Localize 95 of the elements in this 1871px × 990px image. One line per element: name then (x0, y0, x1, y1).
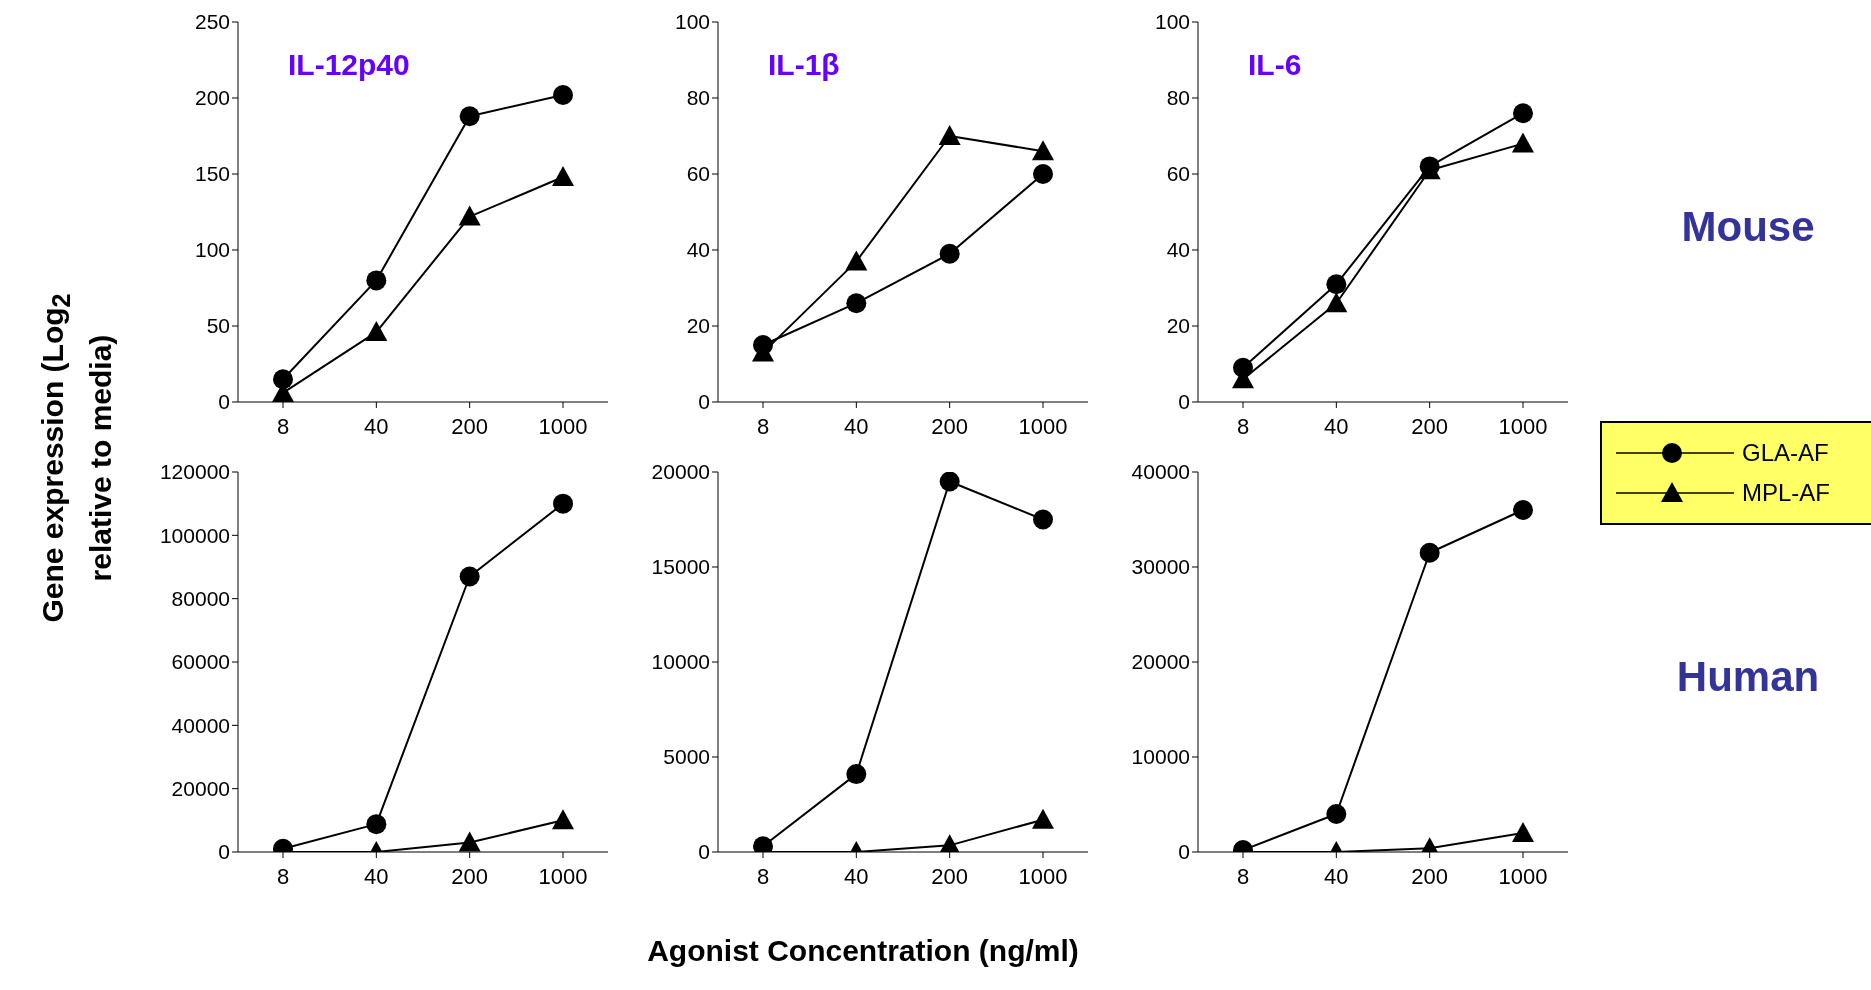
y-tick-label: 100000 (159, 523, 230, 547)
point (939, 243, 960, 264)
y-tick-label: 15000 (651, 555, 710, 579)
y-tick-label: 80000 (171, 587, 230, 611)
y-tick-label: 40 (1166, 238, 1190, 262)
y-tick-label: 60 (686, 162, 710, 186)
x-tick-label: 1000 (1018, 413, 1068, 439)
x-tick-label: 40 (1324, 863, 1349, 889)
x-tick-label: 40 (1324, 413, 1349, 439)
y-tick-label: 20000 (651, 460, 710, 484)
point (458, 205, 481, 226)
point (1325, 292, 1348, 313)
y-tick-label: 150 (194, 162, 230, 186)
x-tick-label: 1000 (1498, 863, 1548, 889)
x-tick-label: 200 (1411, 413, 1449, 439)
point (553, 84, 573, 105)
point (459, 566, 480, 587)
y-tick-label: 40000 (171, 713, 230, 737)
y-tick-label: 20 (686, 314, 710, 338)
y-tick-label: 60000 (171, 650, 230, 674)
x-tick-label: 200 (1411, 863, 1449, 889)
point (552, 166, 574, 187)
x-tick-label: 200 (451, 863, 489, 889)
y-tick-label: 40 (686, 238, 710, 262)
x-tick-label: 1000 (1498, 413, 1548, 439)
x-tick-label: 8 (756, 863, 770, 889)
point (1326, 274, 1347, 295)
x-tick-label: 1000 (538, 863, 588, 889)
x-axis-title: Agonist Concentration (ng/ml) (646, 934, 1080, 968)
y-tick-label: 10000 (651, 650, 710, 674)
point (1032, 140, 1054, 161)
x-tick-label: 200 (451, 413, 489, 439)
point (939, 472, 960, 492)
point (1512, 132, 1534, 153)
text: Human (1675, 653, 1821, 701)
point (365, 321, 388, 342)
point (938, 125, 961, 145)
point (273, 369, 293, 390)
x-tick-label: 200 (931, 863, 969, 889)
point (1419, 542, 1440, 563)
y-tick-label: 40000 (1131, 460, 1190, 484)
y-tick-label: 30000 (1131, 555, 1190, 579)
legend-label: GLA-AF (1742, 439, 1829, 467)
y-tick-label: 20 (1166, 314, 1190, 338)
y-tick-label: 80 (686, 86, 710, 110)
y-tick-label: 120000 (159, 460, 230, 484)
point (845, 250, 868, 271)
y-tick-label: 0 (1178, 390, 1190, 414)
y-tick-label: 100 (194, 238, 230, 262)
x-tick-label: 1000 (538, 413, 588, 439)
y-tick-label: 80 (1166, 86, 1190, 110)
y-tick-label: 200 (194, 86, 230, 110)
text: IL-6 (1248, 48, 1302, 82)
x-tick-label: 8 (1236, 863, 1250, 889)
point (553, 493, 573, 514)
x-tick-label: 8 (756, 413, 770, 439)
y-tick-label: 60 (1166, 162, 1190, 186)
x-tick-label: 8 (1236, 413, 1250, 439)
x-tick-label: 200 (931, 413, 969, 439)
y-tick-label: 250 (194, 10, 230, 34)
y-tick-label: 100 (674, 10, 710, 34)
x-tick-label: 40 (364, 413, 389, 439)
point (459, 106, 480, 127)
point (1033, 509, 1053, 530)
y-tick-label: 0 (698, 840, 710, 864)
point (846, 293, 867, 314)
point (846, 764, 867, 785)
x-tick-label: 8 (276, 413, 290, 439)
x-tick-label: 8 (276, 863, 290, 889)
point (366, 270, 387, 291)
y-tick-label: 20000 (1131, 650, 1190, 674)
y-tick-label: 0 (698, 390, 710, 414)
point (458, 831, 481, 852)
text: IL-1β (768, 48, 840, 82)
x-tick-label: 1000 (1018, 863, 1068, 889)
point (1513, 103, 1533, 124)
y-tick-label: 100 (1154, 10, 1190, 34)
x-tick-label: 40 (844, 863, 869, 889)
y-tick-label: 20000 (171, 777, 230, 801)
point (552, 809, 574, 830)
point (1513, 500, 1533, 520)
y-tick-label: 10000 (1131, 745, 1190, 769)
x-tick-label: 40 (844, 413, 869, 439)
point (366, 814, 387, 835)
text: IL-12p40 (288, 48, 410, 82)
point (1033, 164, 1053, 184)
legend-label: MPL-AF (1742, 479, 1831, 507)
point (1032, 808, 1054, 829)
y-tick-label: 0 (1178, 840, 1190, 864)
text: Mouse (1680, 203, 1816, 251)
y-tick-label: 0 (218, 390, 230, 414)
x-tick-label: 40 (364, 863, 389, 889)
y-tick-label: 0 (218, 840, 230, 864)
y-tick-label: 50 (206, 314, 230, 338)
y-tick-label: 5000 (663, 745, 710, 769)
